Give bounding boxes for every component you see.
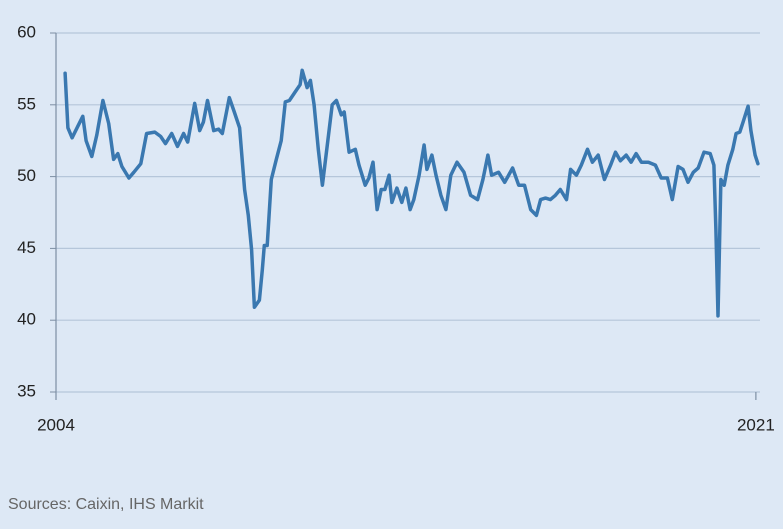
y-tick-label: 50 (17, 166, 36, 185)
data-line (63, 68, 760, 318)
x-tick-label: 2021 (737, 415, 775, 434)
chart: 35 40 45 50 55 60 2004 2021 (17, 22, 775, 434)
y-tick-label: 45 (17, 238, 36, 257)
y-tick-label: 40 (17, 310, 36, 329)
y-tick-label: 60 (17, 22, 36, 41)
y-tick-label: 55 (17, 94, 36, 113)
y-tick-label: 35 (17, 381, 36, 400)
x-tick-label: 2004 (37, 415, 75, 434)
source-note: Sources: Caixin, IHS Markit (8, 496, 204, 513)
